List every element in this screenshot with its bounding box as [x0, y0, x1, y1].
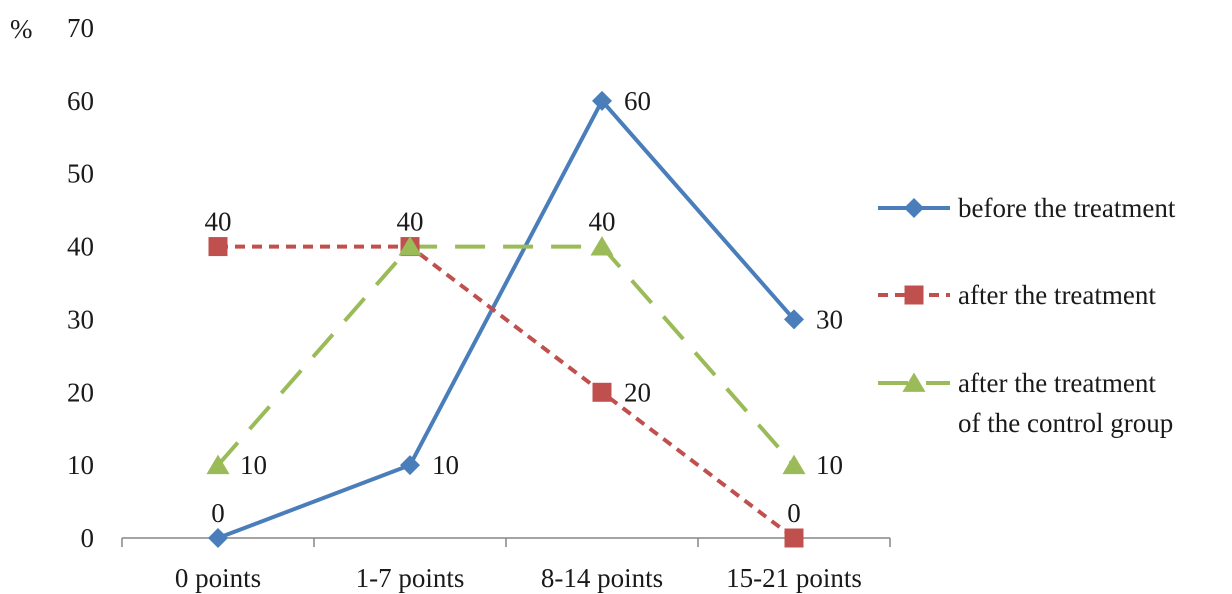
series-lines	[216, 98, 796, 540]
y-tick-label: 20	[67, 377, 94, 407]
series-1-data-label: 0	[211, 498, 225, 528]
y-tick-label: 70	[67, 13, 94, 43]
series-3-point	[206, 454, 230, 475]
legend-label-3: after the treatment of the control group	[958, 368, 1173, 438]
series-line-3	[216, 244, 796, 467]
legend-label-line: before the treatment	[958, 193, 1176, 223]
series-3-data-label: 10	[816, 450, 843, 480]
series-line-2	[218, 244, 796, 540]
y-tick-label: 50	[67, 159, 94, 189]
y-tick-label: 30	[67, 304, 94, 334]
legend-label-line: after the treatment	[958, 368, 1156, 398]
series-1-point	[400, 455, 420, 476]
series-1-point	[784, 309, 804, 330]
series-2-point	[592, 382, 612, 402]
legend-marker-1	[904, 198, 924, 218]
series-1-data-label: 60	[624, 86, 651, 116]
x-tick-label: 8-14 points	[541, 563, 663, 593]
series-3-point	[590, 236, 614, 256]
series-2-point	[208, 237, 228, 257]
y-tick-label: 10	[67, 450, 94, 480]
series-1-point	[592, 90, 612, 111]
x-tick-label: 1-7 points	[356, 563, 465, 593]
series-2-data-label: 40	[205, 207, 232, 237]
series-3-data-label: 10	[240, 450, 267, 480]
x-tick-label: 0 points	[175, 563, 261, 593]
series-2-data-label: 20	[624, 377, 651, 407]
series-1-data-label: 10	[432, 450, 459, 480]
series-2-data-label: 0	[787, 498, 801, 528]
y-tick-label: 0	[81, 523, 95, 553]
series-3-data-label: 40	[589, 207, 616, 237]
legend-label-line: of the control group	[958, 408, 1173, 438]
axes: 0 points 1-7 points 8-14 points 15-21 point…	[10, 13, 891, 593]
legend-marker-3	[902, 372, 926, 392]
y-axis-unit-label: %	[10, 14, 33, 44]
series-1-point	[208, 528, 228, 548]
x-axis-tick-labels: 0 points 1-7 points 8-14 points 15-21 point…	[175, 563, 862, 593]
data-labels: 0 10 60 30 40 40 20 0 10 40 10	[205, 86, 844, 528]
legend-label-2: after the treatment	[958, 280, 1156, 310]
series-1-data-label: 30	[816, 304, 843, 334]
y-tick-label: 40	[67, 232, 94, 262]
y-axis-tick-labels: 0 10 20 30 40 50 60 70	[67, 13, 94, 553]
series-markers	[206, 90, 806, 548]
legend-label-line: after the treatment	[958, 280, 1156, 310]
series-2-point	[784, 528, 804, 548]
x-tick-label: 15-21 points	[726, 563, 862, 593]
legend-label-1: before the treatment	[958, 193, 1176, 223]
series-line-1	[217, 98, 796, 540]
series-3-point	[782, 454, 806, 475]
y-tick-label: 60	[67, 86, 94, 116]
x-axis-ticks	[121, 538, 891, 547]
series-2-data-label: 40	[397, 207, 424, 237]
legend-marker-2	[904, 285, 924, 305]
series-3-point	[398, 236, 422, 256]
